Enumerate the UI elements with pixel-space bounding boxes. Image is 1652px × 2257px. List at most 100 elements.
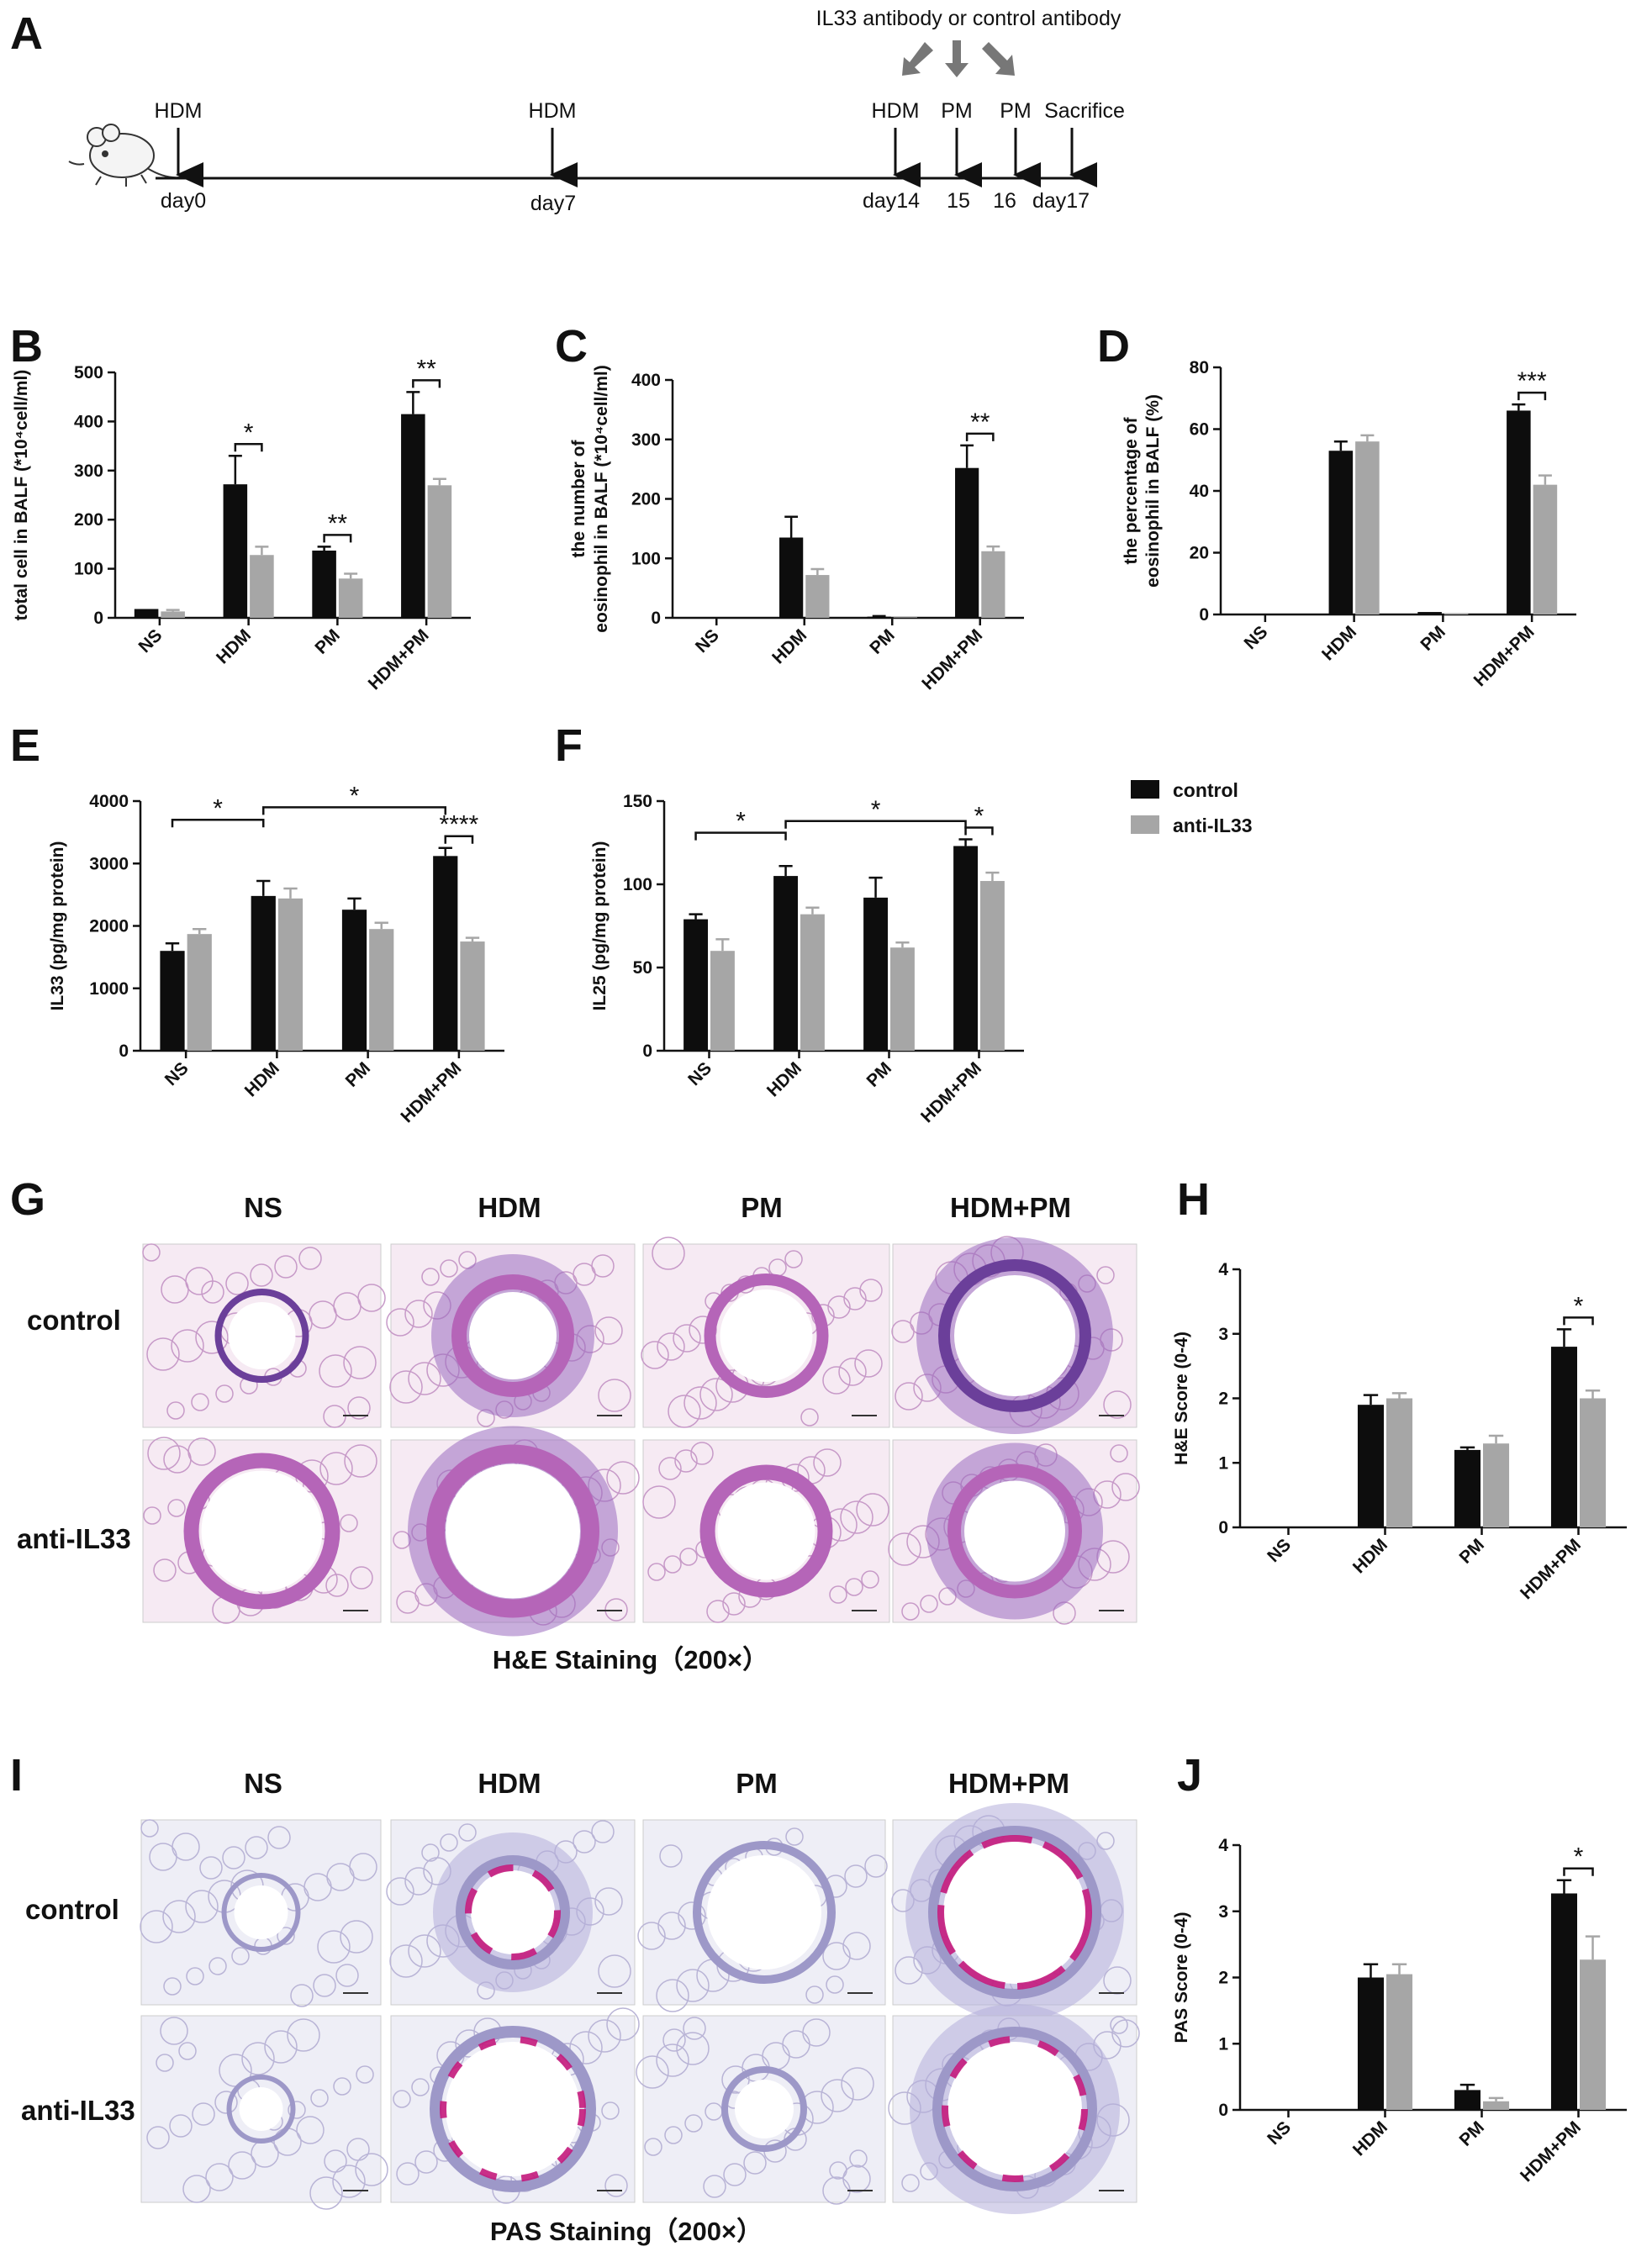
alveolus (569, 2031, 603, 2065)
alveolus (674, 1449, 698, 1473)
he-micrograph-panel: NS HDM PM HDM+PM control anti-IL33 H&E S… (17, 1192, 1140, 1674)
y-axis-label: IL33 (pg/mg protein) (48, 841, 67, 1011)
bar-control (779, 537, 804, 618)
alveolus (842, 2165, 871, 2193)
alveolus (350, 1566, 373, 1590)
airway-lumen (201, 1470, 323, 1592)
alveolus (845, 1578, 863, 1596)
bar-control (1328, 451, 1354, 614)
alveolus (458, 1823, 477, 1842)
goblet-cells (937, 1835, 1092, 1990)
bar-anti-il33 (338, 578, 363, 618)
alveolus (683, 1386, 717, 1420)
bar-control (1454, 2090, 1480, 2110)
y-tick-label: 2 (1218, 1390, 1228, 1409)
alveolus (636, 2055, 669, 2089)
chart-h-he-score: 0 1 2 3 4 NS HDM PM HDM+PM H&E Score (0-4) * (1172, 1260, 1627, 1603)
alveolus (637, 1922, 666, 1950)
significance-label: * (736, 808, 746, 836)
panel-label-j: J (1177, 1750, 1202, 1801)
airway-wall (183, 1453, 340, 1610)
alveolus (901, 1602, 920, 1621)
airway-wall (430, 2026, 596, 2192)
significance-bracket (262, 806, 447, 815)
row-label-control: control (27, 1305, 121, 1336)
x-tick-label: PM (311, 625, 344, 658)
alveolus (208, 1957, 227, 1975)
alveolus (287, 2018, 320, 2052)
alveolus (684, 2114, 703, 2133)
x-tick-label: PM (1455, 2117, 1488, 2150)
alveolus (689, 1316, 717, 1344)
goblet-cells (440, 2036, 586, 2182)
alveolus (784, 1250, 803, 1268)
airway-lumen (954, 1275, 1075, 1396)
alveolus (340, 1920, 373, 1954)
panel-label-e: E (10, 720, 40, 771)
alveolus (142, 1243, 161, 1262)
alveolus (310, 2089, 329, 2107)
significance-label: * (1574, 1843, 1584, 1871)
alveolus (298, 1247, 322, 1270)
timeline-day-label: day17 (1032, 189, 1090, 213)
airway-lumen (471, 1870, 555, 1954)
x-tick-label: HDM+PM (1470, 622, 1539, 690)
alveolus (277, 1927, 295, 1945)
alveolus (656, 1979, 689, 2012)
y-tick-label: 0 (1218, 2101, 1228, 2120)
alveolus (228, 2151, 256, 2180)
y-tick-label: 1000 (89, 979, 129, 999)
x-tick-label: HDM+PM (918, 625, 986, 693)
alveolus (231, 1947, 250, 1965)
x-tick-label: NS (161, 1058, 193, 1089)
bar-anti-il33 (893, 617, 917, 618)
alveolus (861, 1570, 879, 1589)
y-axis-label: the number of (569, 439, 588, 557)
alveolus (319, 1354, 352, 1388)
x-tick-label: NS (1264, 1535, 1295, 1566)
pas-micrograph-panel: NS HDM PM HDM+PM control anti-IL33 PAS S… (21, 1768, 1140, 2246)
alveolus (1110, 1444, 1128, 1463)
alveolus (699, 1378, 733, 1411)
timeline-event-top: Sacrifice (1044, 99, 1125, 123)
alveolus (895, 1382, 923, 1411)
alveolus (604, 2174, 628, 2197)
significance-label: ** (416, 355, 436, 382)
alveolus (222, 1846, 245, 1869)
airway-wall (456, 1855, 570, 1970)
airway-wall (938, 1259, 1091, 1412)
alveolus (408, 1934, 441, 1968)
airway-wall (693, 1841, 836, 1984)
alveolus (160, 2017, 188, 2045)
alveolus (146, 1337, 180, 1371)
alveolus (722, 1592, 746, 1616)
y-tick-label: 100 (631, 549, 661, 568)
alveolus (920, 1595, 938, 1613)
y-tick-label: 3000 (89, 854, 129, 873)
airway-wall (928, 1826, 1101, 1999)
x-tick-label: HDM (241, 1058, 283, 1100)
bar-control (160, 951, 185, 1051)
bar-anti-il33 (1386, 1398, 1413, 1527)
alveolus (187, 1437, 216, 1466)
alveolus (642, 1485, 676, 1519)
alveolus (821, 2079, 854, 2112)
x-tick-label: PM (342, 1058, 375, 1091)
airway-lumen (943, 1841, 1086, 1984)
legend-swatch-control (1131, 780, 1159, 799)
bar-control (863, 897, 888, 1051)
row-label-control: control (25, 1894, 119, 1925)
alveolus (679, 1548, 698, 1566)
significance-label: * (1574, 1292, 1584, 1320)
alveolus (296, 2116, 325, 2144)
alveolus (829, 1585, 847, 1604)
y-tick-label: 0 (651, 609, 661, 628)
panel-label-h: H (1177, 1174, 1210, 1225)
airway-wall (699, 1464, 833, 1598)
x-tick-label: HDM+PM (397, 1058, 465, 1126)
alveolus (440, 1833, 458, 1852)
x-tick-label: PM (1417, 622, 1449, 655)
y-tick-label: 2000 (89, 917, 129, 936)
column-label-hdm-pm: HDM+PM (948, 1768, 1069, 1799)
